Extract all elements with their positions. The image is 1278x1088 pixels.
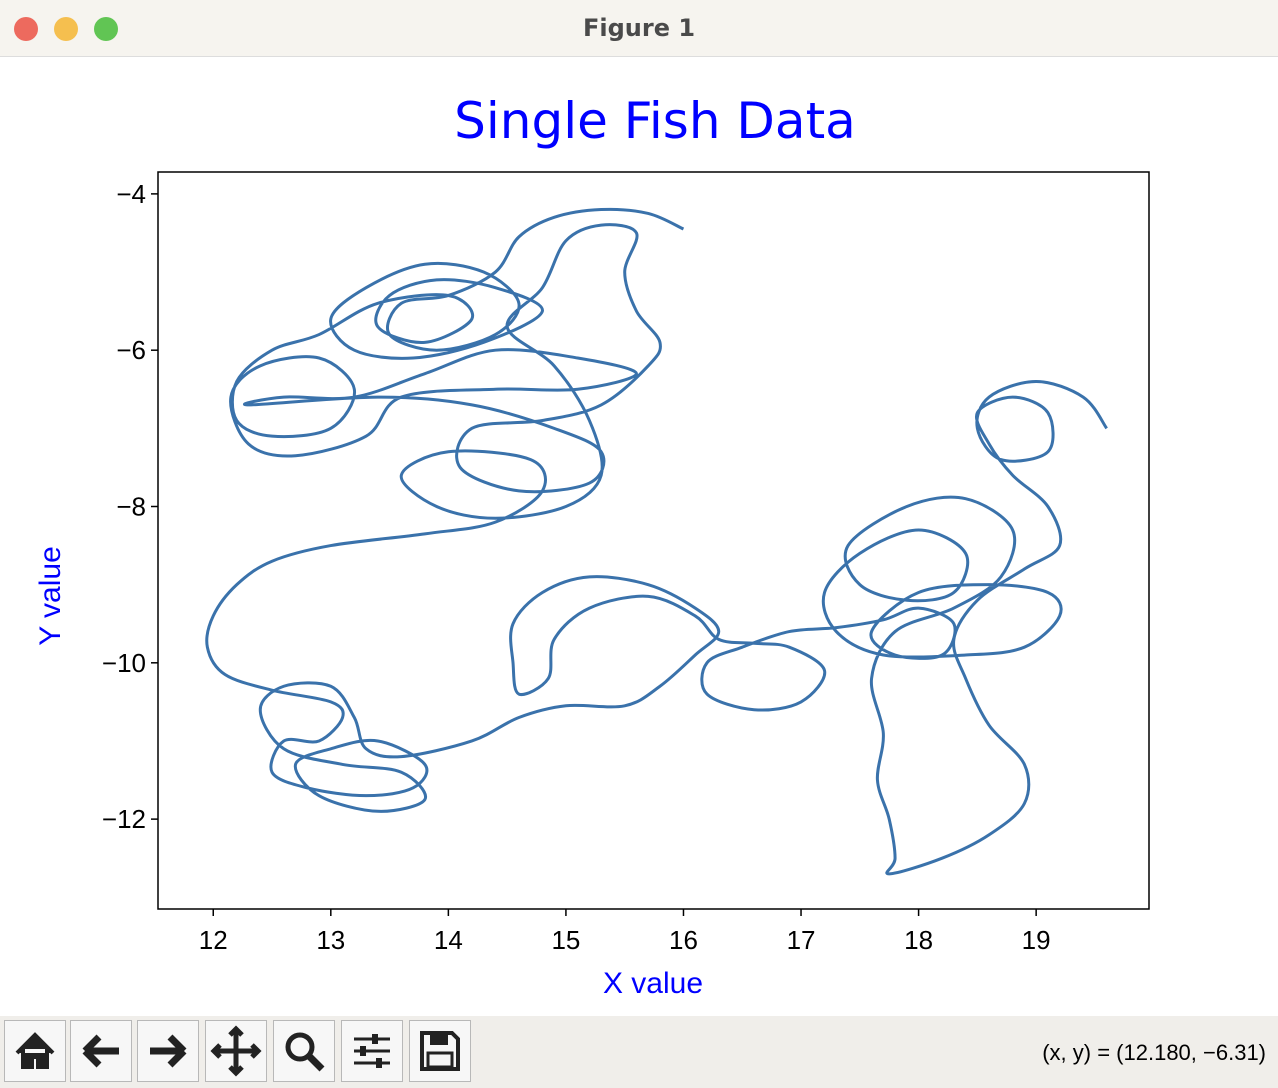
- window-title: Figure 1: [582, 14, 696, 42]
- pan-icon: [210, 1025, 262, 1077]
- forward-button[interactable]: [137, 1020, 199, 1082]
- save-icon: [420, 1031, 460, 1071]
- configure-icon: [354, 1034, 390, 1068]
- forward-icon: [150, 1034, 187, 1068]
- y-tick-label: −6: [116, 335, 146, 365]
- back-icon: [82, 1034, 119, 1068]
- home-button[interactable]: [4, 1020, 66, 1082]
- configure-button[interactable]: [341, 1020, 403, 1082]
- x-axis-label: X value: [603, 967, 703, 1000]
- x-tick-label: 19: [1022, 925, 1051, 955]
- zoom-icon: [285, 1032, 325, 1072]
- y-axis-label: Y value: [34, 546, 67, 646]
- close-button[interactable]: [14, 17, 38, 41]
- x-tick-label: 13: [316, 925, 345, 955]
- x-tick-label: 16: [669, 925, 698, 955]
- x-tick-label: 14: [434, 925, 463, 955]
- y-tick-label: −12: [102, 804, 146, 834]
- trajectory-line: [205, 207, 1108, 876]
- toolbar: (x, y) = (12.180, −6.31): [0, 1016, 1278, 1088]
- zoom-button[interactable]: [94, 17, 118, 41]
- minimize-button[interactable]: [54, 17, 78, 41]
- y-tick-label: −4: [116, 179, 146, 209]
- x-tick-label: 15: [551, 925, 580, 955]
- pan-button[interactable]: [205, 1020, 267, 1082]
- back-button[interactable]: [70, 1020, 132, 1082]
- x-tick-label: 12: [199, 925, 228, 955]
- plot-frame: [157, 171, 1150, 910]
- home-icon: [15, 1032, 55, 1069]
- zoom-tool-button[interactable]: [273, 1020, 335, 1082]
- title-bar: Figure 1: [0, 0, 1278, 57]
- chart-title: Single Fish Data: [454, 92, 856, 150]
- x-tick-label: 17: [787, 925, 816, 955]
- cursor-status: (x, y) = (12.180, −6.31): [1042, 1040, 1266, 1065]
- chart: Single Fish Data X value Y value 12 13 14 1…: [34, 92, 1150, 1000]
- save-button[interactable]: [409, 1020, 471, 1082]
- y-tick-label: −8: [116, 492, 146, 522]
- x-tick-label: 18: [904, 925, 933, 955]
- y-tick-label: −10: [102, 648, 146, 678]
